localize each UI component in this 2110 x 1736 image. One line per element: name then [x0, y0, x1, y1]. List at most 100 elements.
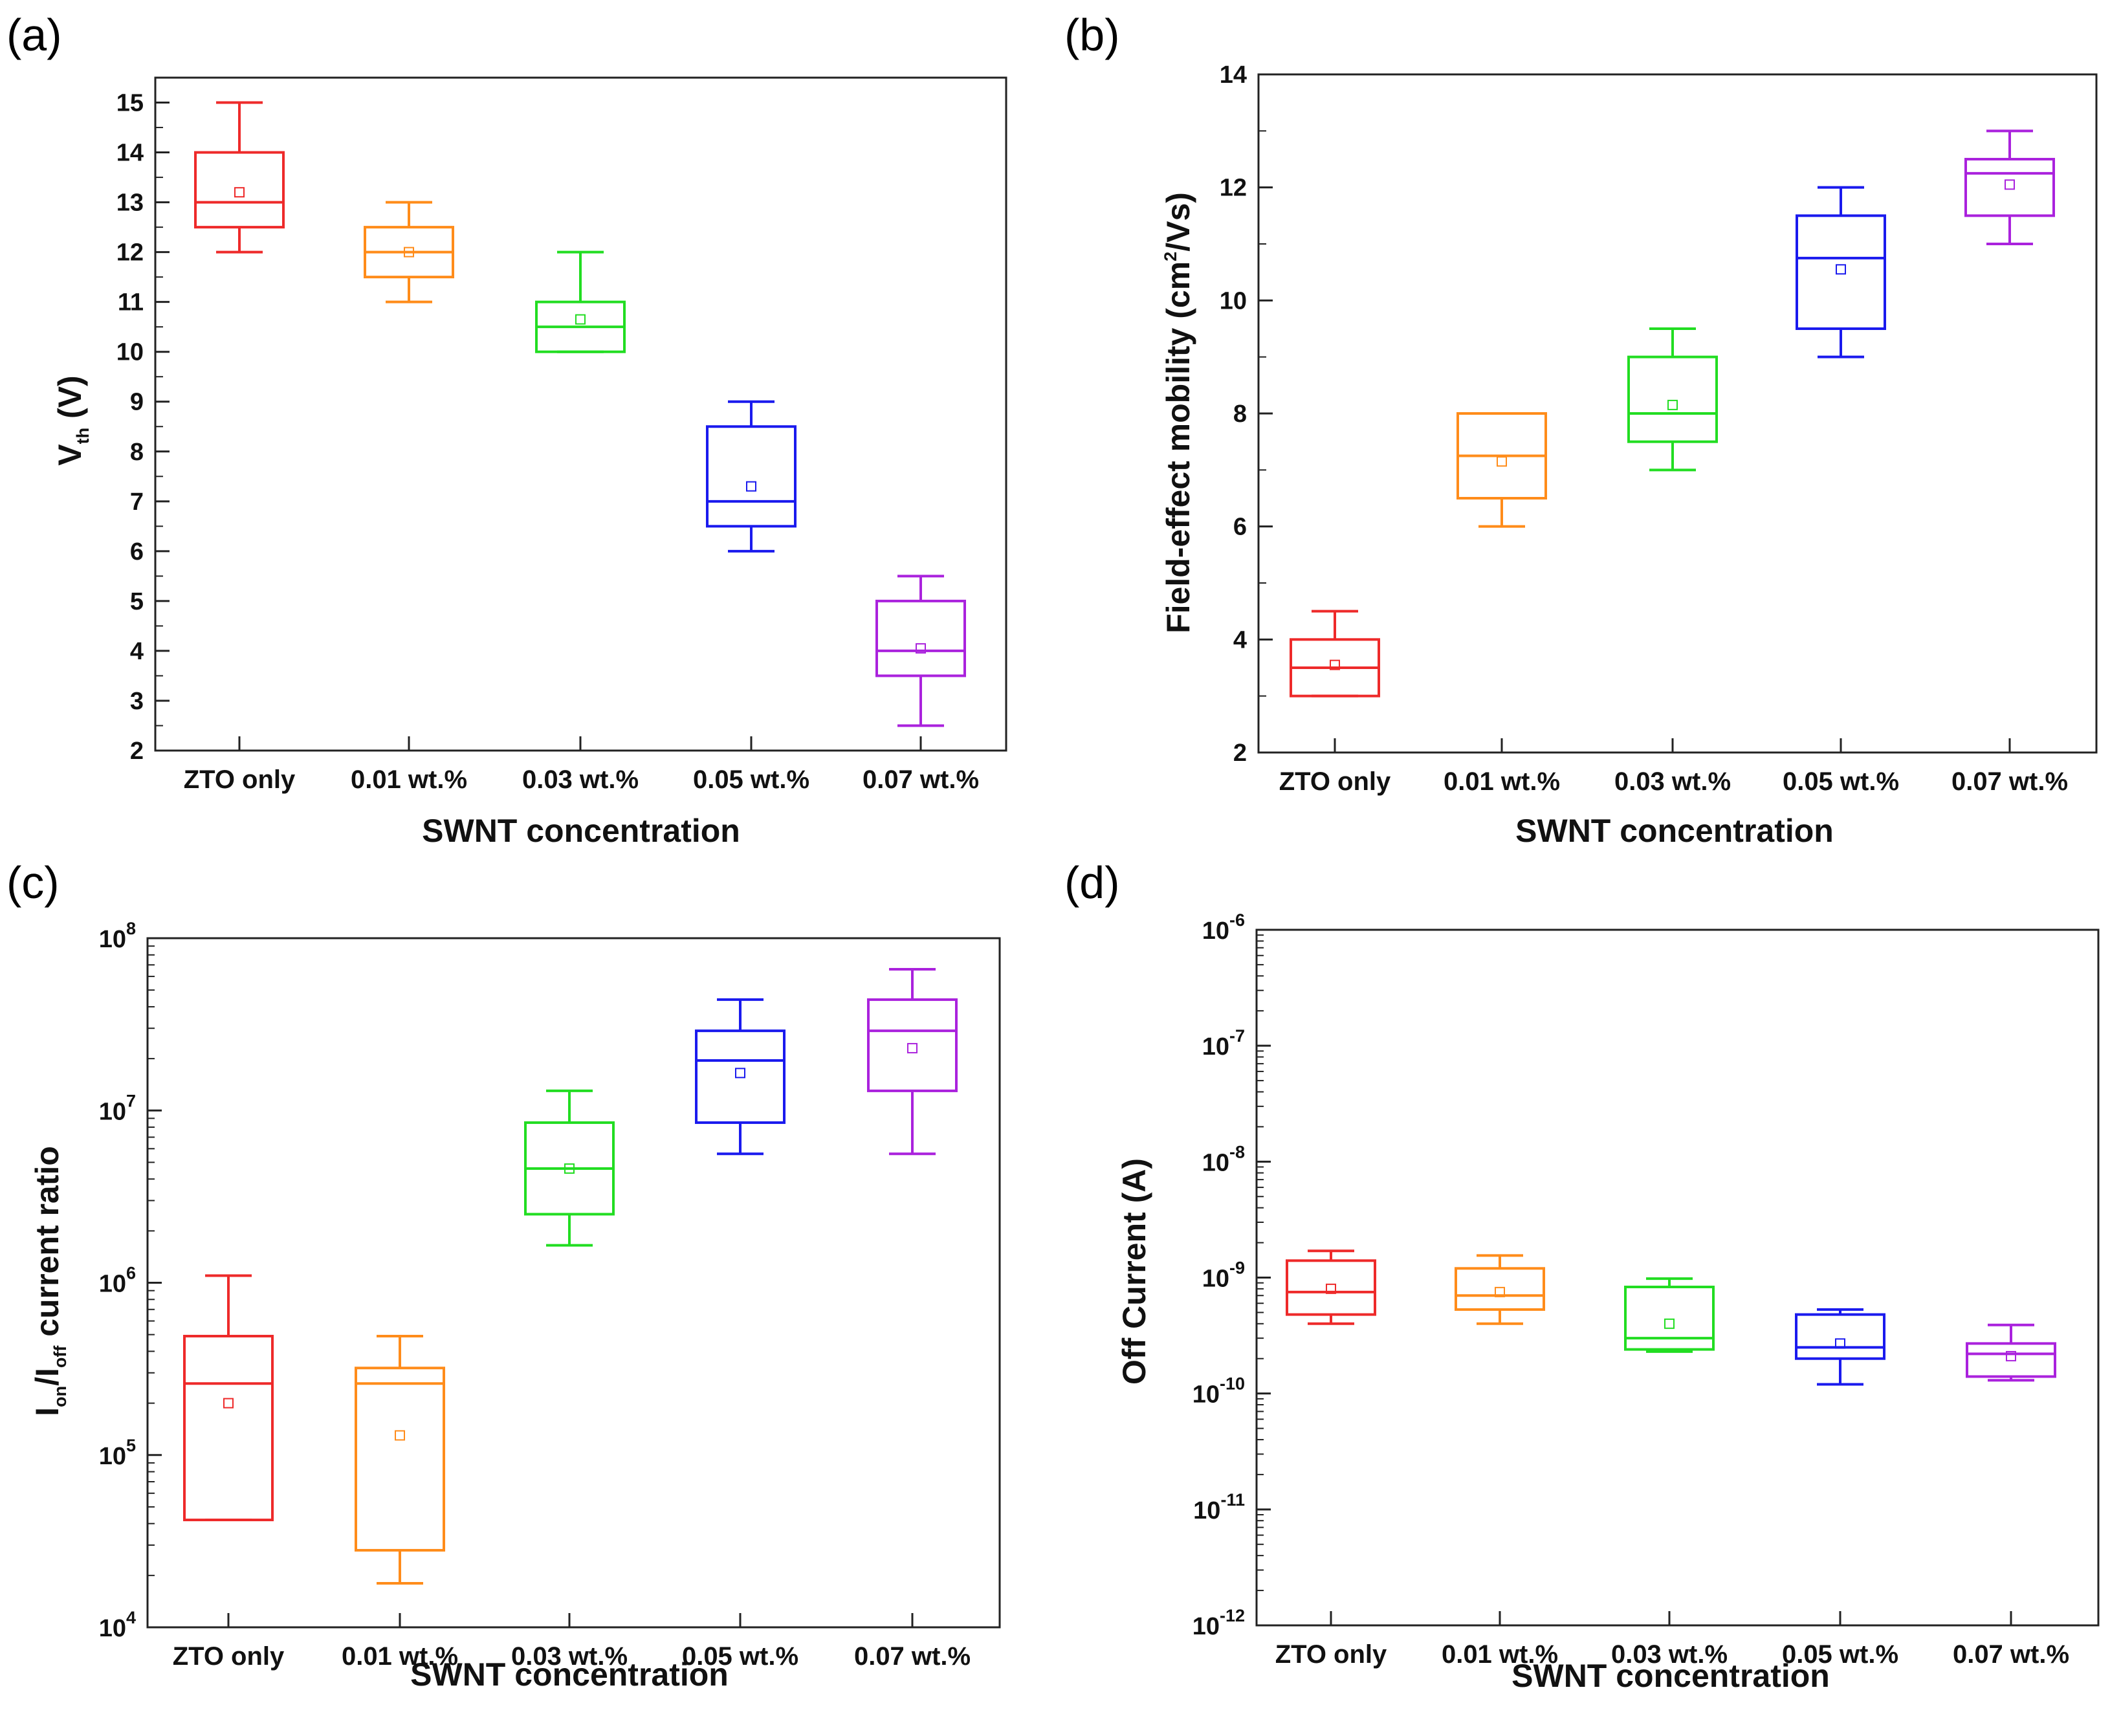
panel-d-ytick-label: 10-11 [1193, 1490, 1245, 1524]
panel-b-mean-marker [1667, 399, 1678, 410]
panel-d-category-label: 0.03 wt.% [1611, 1640, 1728, 1669]
panel-b-box [1964, 158, 2055, 217]
panel-c-mean-marker [395, 1430, 405, 1441]
panel-a-category-label: 0.07 wt.% [863, 765, 979, 794]
panel-label-b: (b) [1064, 10, 1120, 60]
panel-b-mean-marker [1330, 659, 1340, 670]
panel-c-category-label: ZTO only [173, 1642, 285, 1671]
panel-b-category-label: 0.05 wt.% [1783, 767, 1899, 796]
panel-a-ytick-label: 4 [130, 638, 144, 665]
panel-c-plot: 104 105 106 107 108 ZTO only 0.01 wt.% 0.03 wt.… [99, 919, 1001, 1671]
panel-a-category-label: 0.01 wt.% [351, 765, 467, 794]
panel-c-mean-marker [907, 1042, 918, 1053]
panel-a-mean-marker [746, 481, 756, 492]
panel-d-mean-marker [2006, 1350, 2016, 1361]
panel-a-ytick-label: 6 [130, 538, 144, 566]
panel-b-ytick-label: 6 [1233, 514, 1247, 541]
panel-c-ylabel-sub2: off [50, 1345, 70, 1368]
panel-b-ytick-label: 10 [1220, 287, 1247, 314]
panel-a-ytick-label: 10 [116, 339, 144, 366]
panel-c-xlabel: SWNT concentration [410, 1656, 729, 1693]
panel-c-ytick-label: 107 [99, 1091, 136, 1125]
panel-a-mean-marker [234, 187, 245, 198]
panel-a-ytick-label: 7 [130, 489, 144, 516]
panel-b-mean-marker [2005, 179, 2015, 190]
panel-a-box [875, 599, 966, 677]
panel-c-ylabel-sub: on [50, 1386, 70, 1407]
panel-d-mean-marker [1835, 1338, 1845, 1349]
panel-d-category-label: 0.01 wt.% [1442, 1640, 1558, 1669]
panel-b-box [1796, 214, 1886, 331]
panel-a-category-label: 0.05 wt.% [693, 765, 809, 794]
panel-b-ytick-label: 4 [1233, 626, 1247, 654]
panel-c-ylabel-tail: current ratio [29, 1146, 65, 1345]
panel-b-category-label: 0.01 wt.% [1444, 767, 1560, 796]
panel-a-mean-marker [916, 643, 926, 654]
panel-a-box [194, 151, 285, 229]
panel-b-category-label: 0.03 wt.% [1614, 767, 1731, 796]
panel-d-box [1624, 1285, 1715, 1351]
panel-c-box [867, 998, 958, 1092]
panel-b-ylabel-tail: /Vs) [1160, 192, 1196, 252]
panel-b-ylabel-sup: 2 [1161, 252, 1180, 261]
panel-a-mean-marker [575, 314, 586, 325]
panel-a-ylabel-tail: (V) [52, 375, 88, 428]
panel-d-ytick-label: 10-10 [1192, 1374, 1245, 1409]
panel-a-ytick-label: 12 [116, 239, 144, 267]
panel-b-ylabel: Field-effect mobility (cm2/Vs) [1160, 192, 1196, 633]
panel-c-box [695, 1029, 786, 1125]
panel-b-mean-marker [1497, 456, 1507, 467]
panel-c-mean-marker [735, 1068, 745, 1079]
panel-c-ytick-label: 104 [99, 1608, 136, 1642]
panel-a-mean-marker [404, 247, 414, 258]
panel-c-ylabel-mid: /I [29, 1368, 65, 1386]
panel-label-d: (d) [1064, 857, 1120, 908]
panel-b-ytick-label: 2 [1233, 740, 1247, 767]
panel-d-category-label: ZTO only [1275, 1640, 1387, 1669]
panel-a-ytick-label: 11 [118, 289, 144, 316]
panel-a-category-label: 0.03 wt.% [522, 765, 639, 794]
panel-d-ytick-label: 10-12 [1192, 1606, 1245, 1640]
panel-c-ytick-label: 108 [99, 919, 136, 953]
panel-a-ylabel: Vth (V) [52, 375, 93, 465]
panel-d-category-label: 0.05 wt.% [1782, 1640, 1898, 1669]
panel-c-mean-marker [223, 1398, 234, 1409]
panel-b-ylabel-main: Field-effect mobility (cm [1160, 261, 1196, 633]
panel-a-ytick-label: 3 [130, 688, 144, 715]
panel-d-plot: 10-12 10-11 10-10 10-9 10-8 10-7 10-6 ZTO only 0… [1192, 910, 2100, 1669]
panel-d-category-label: 0.07 wt.% [1953, 1640, 2069, 1669]
panel-a: (a) SWNT concentration Vth (V) 2 3 4 5 6 7 8 9 1… [6, 10, 1007, 849]
panel-b: (b) SWNT concentration Field-effect mobi… [1064, 10, 2098, 849]
panel-d: (d) SWNT concentration Off Current (A) 1… [1064, 857, 2100, 1694]
panel-d-xlabel: SWNT concentration [1511, 1658, 1830, 1694]
panel-c-ytick-label: 106 [99, 1264, 136, 1298]
panel-c-category-label: 0.07 wt.% [854, 1642, 971, 1671]
panel-a-ylabel-sub: th [73, 428, 93, 444]
panel-a-ytick-label: 9 [130, 389, 144, 416]
panel-d-box [1455, 1267, 1545, 1311]
panel-d-ytick-label: 10-8 [1202, 1142, 1245, 1176]
panel-b-box [1627, 355, 1718, 443]
panel-d-mean-marker [1495, 1286, 1505, 1297]
panel-a-ytick-label: 13 [116, 190, 144, 217]
panel-b-xlabel: SWNT concentration [1515, 813, 1834, 849]
panel-d-ytick-label: 10-6 [1202, 910, 1245, 945]
panel-c-frame [146, 937, 1001, 1629]
panel-b-category-label: 0.07 wt.% [1951, 767, 2068, 796]
panel-d-mean-marker [1326, 1283, 1336, 1294]
panel-a-category-label: ZTO only [184, 765, 296, 794]
panel-d-box [1966, 1342, 2056, 1378]
panel-c-category-label: 0.03 wt.% [511, 1642, 628, 1671]
panel-d-ylabel: Off Current (A) [1116, 1158, 1152, 1385]
panel-a-ytick-label: 8 [130, 439, 144, 466]
panel-label-a: (a) [6, 10, 62, 60]
panel-a-ytick-label: 5 [130, 588, 144, 615]
panel-c-ylabel: Ion/Ioff current ratio [29, 1146, 70, 1416]
panel-a-box [706, 425, 797, 528]
panel-b-ytick-label: 12 [1220, 175, 1247, 202]
panel-d-ytick-label: 10-9 [1202, 1258, 1245, 1293]
panel-d-ytick-label: 10-7 [1202, 1026, 1245, 1060]
panel-c-category-label: 0.01 wt.% [342, 1642, 458, 1671]
panel-a-plot: 2 3 4 5 6 7 8 9 10 11 12 13 14 15 ZTO only 0.01 wt.% 0.0… [116, 76, 1007, 794]
